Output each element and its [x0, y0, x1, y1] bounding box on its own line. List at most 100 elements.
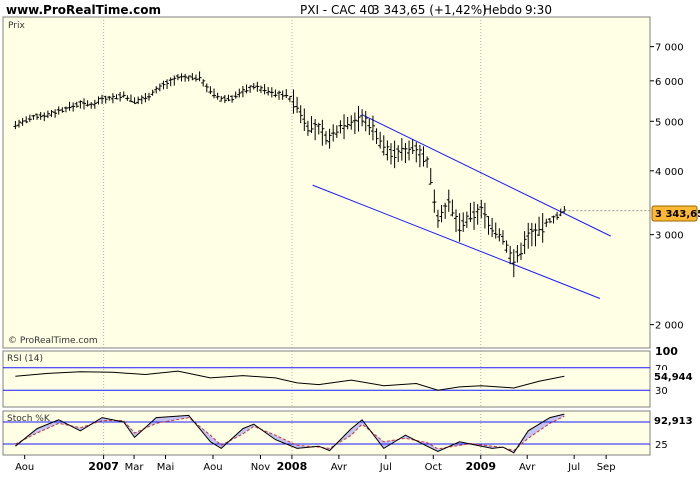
- x-tick-label: Jul: [379, 462, 392, 473]
- price-bar: [396, 145, 401, 163]
- x-tick-label: Mai: [157, 462, 175, 473]
- price-bar: [237, 88, 242, 98]
- price-bar: [378, 131, 383, 149]
- price-bar: [511, 249, 516, 278]
- price-bar: [85, 100, 90, 107]
- price-bar: [313, 119, 318, 141]
- price-bar: [432, 189, 437, 213]
- price-bar: [183, 73, 188, 82]
- stoch-plot: [3, 413, 650, 454]
- site-url[interactable]: www.ProRealTime.com: [6, 3, 161, 17]
- x-tick-label: Aou: [203, 462, 222, 473]
- rsi-vertical-grid: [103, 351, 482, 407]
- price-bar: [363, 110, 368, 132]
- price-bar: [435, 209, 440, 228]
- price-bar: [320, 119, 325, 146]
- x-tick-label: Oct: [425, 462, 442, 473]
- price-bar: [493, 222, 498, 239]
- price-bar: [67, 101, 72, 111]
- x-tick-label: 2008: [277, 460, 308, 473]
- price-tick-label: 5 000: [655, 117, 684, 128]
- price-bar: [45, 110, 50, 119]
- price-bar: [540, 213, 545, 243]
- time-label: 9:30: [525, 3, 552, 17]
- price-bar: [78, 100, 83, 109]
- last-price-text: 3 343,65: [655, 209, 700, 220]
- price-bar: [482, 202, 487, 229]
- price-bar: [172, 75, 177, 86]
- price-bar: [157, 83, 162, 92]
- price-bar: [49, 110, 54, 117]
- price-bar: [204, 83, 209, 93]
- price-bar: [345, 117, 350, 130]
- price-bar: [443, 202, 448, 219]
- price-bar: [439, 204, 444, 223]
- price-bar: [374, 128, 379, 144]
- stoch-panel: [2, 410, 651, 456]
- price-bar: [425, 156, 430, 168]
- price-bar: [71, 102, 76, 112]
- price-bar: [251, 82, 256, 90]
- price-bar: [215, 92, 220, 100]
- price-bar: [472, 201, 477, 230]
- price-tick-label: 4 000: [655, 167, 684, 178]
- price-bar: [497, 228, 502, 242]
- price-bar: [114, 94, 119, 100]
- x-tick-label: Avr: [331, 462, 348, 473]
- trend-channel: [312, 114, 612, 299]
- price-bar: [128, 94, 133, 103]
- price-bar: [403, 143, 408, 163]
- x-tick-label: Mar: [125, 462, 145, 473]
- price-bar: [327, 128, 332, 149]
- rsi-line: [15, 370, 565, 391]
- price-bar: [392, 140, 397, 169]
- price-bar: [468, 202, 473, 222]
- price-bar: [385, 140, 390, 161]
- price-bar: [222, 95, 227, 104]
- rsi-tick-label: 30: [655, 386, 668, 397]
- price-bar: [508, 245, 513, 265]
- price-bar: [500, 230, 505, 245]
- price-bar: [132, 97, 137, 105]
- price-bar: [446, 189, 451, 212]
- price-bar: [370, 115, 375, 141]
- price-bar: [504, 240, 509, 253]
- price-bar: [450, 199, 455, 217]
- price-bar: [410, 139, 415, 154]
- price-bar: [16, 119, 21, 128]
- price-bar: [266, 87, 271, 96]
- price-bar: [89, 102, 94, 109]
- price-bar: [186, 75, 191, 82]
- price-bar: [295, 96, 300, 113]
- x-tick-label: Jul: [567, 462, 580, 473]
- price-bar: [302, 108, 307, 131]
- price-bar: [475, 204, 480, 225]
- price-bar: [262, 84, 267, 95]
- quote-value: 3 343,65 (+1,42%): [372, 3, 487, 17]
- price-bar: [555, 211, 560, 220]
- price-bar: [92, 99, 97, 109]
- price-bar: [168, 77, 173, 87]
- price-tick-label: 2 000: [655, 321, 684, 332]
- price-bar: [284, 89, 289, 98]
- price-bar: [240, 85, 245, 98]
- price-bar: [486, 216, 491, 235]
- price-bar: [35, 113, 40, 120]
- price-bar: [74, 101, 79, 108]
- price-bar: [27, 114, 32, 122]
- price-bar: [230, 95, 235, 103]
- price-bar: [544, 218, 549, 227]
- rsi-value-badge: 54,944: [652, 370, 693, 383]
- rsi-value: 54,944: [654, 372, 693, 383]
- price-bar: [454, 209, 459, 233]
- stoch-y-ticks: 25: [655, 440, 668, 451]
- price-bar: [255, 81, 260, 92]
- price-bar: [197, 71, 202, 82]
- price-bar: [154, 86, 159, 94]
- price-bar: [309, 116, 314, 134]
- price-bar: [287, 96, 292, 102]
- price-bar: [273, 89, 278, 98]
- price-bar: [161, 80, 166, 90]
- price-bar: [360, 109, 365, 127]
- x-axis: Aou 2007 Mar Mai Aou Nov 2008 Avr Jul Oct 2009 Avr J…: [15, 455, 616, 473]
